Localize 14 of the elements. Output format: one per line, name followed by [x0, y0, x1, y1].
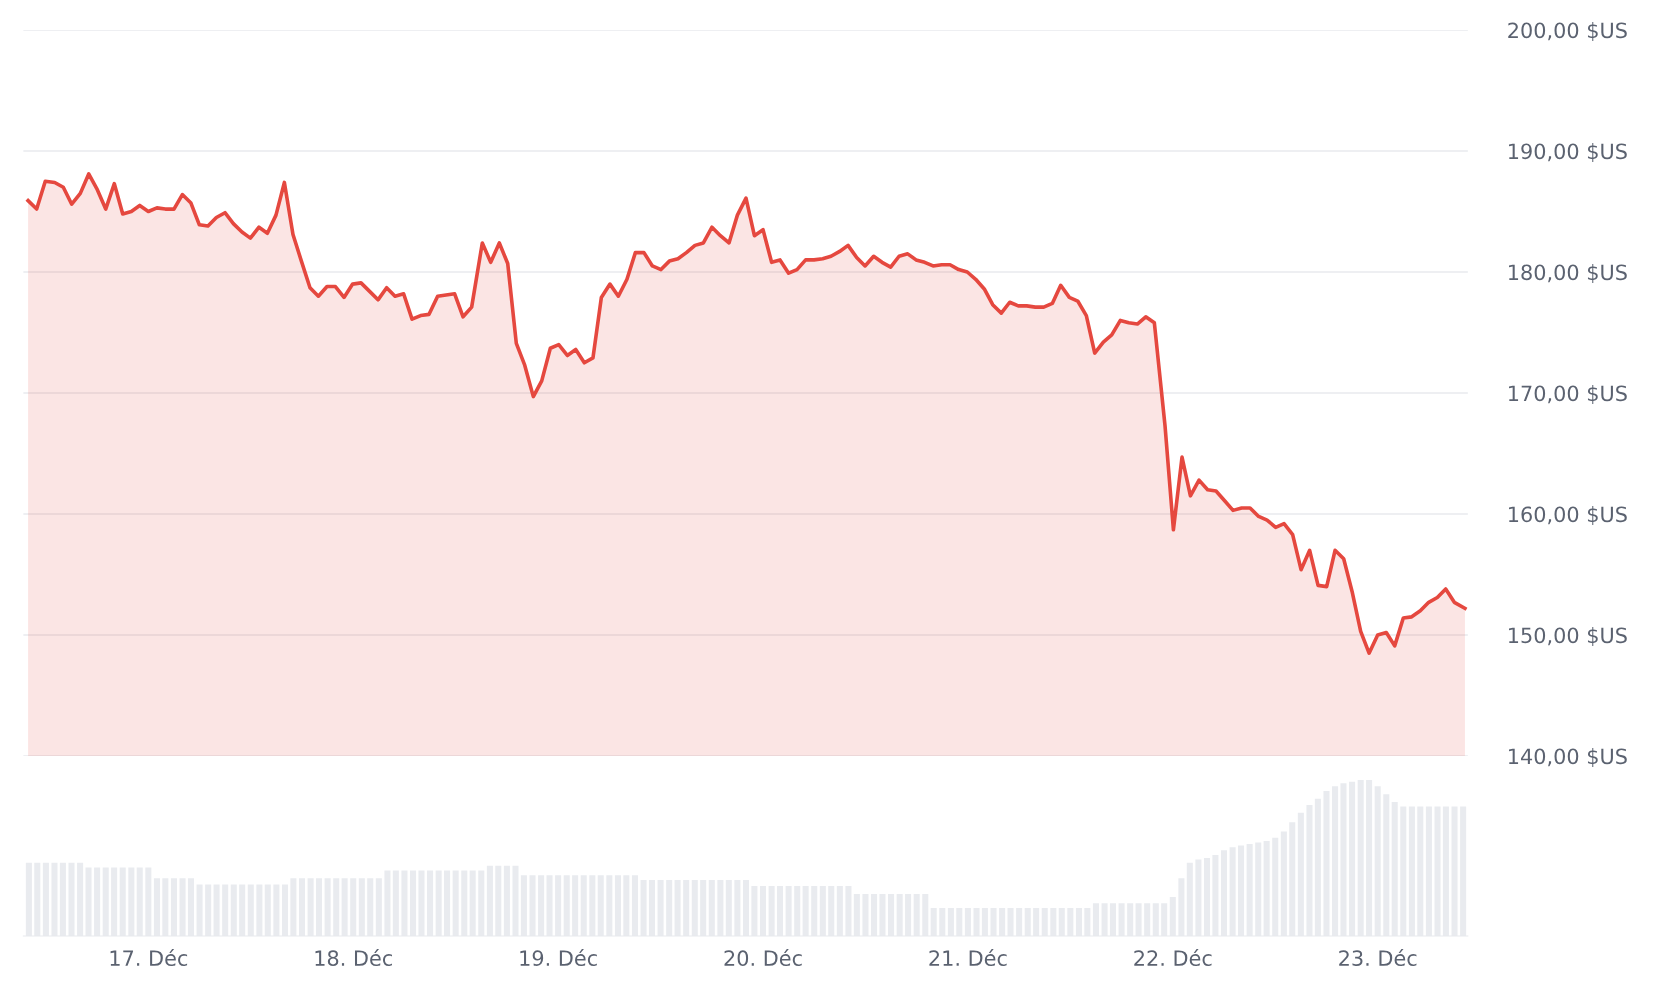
- x-tick-label: 20. Déc: [724, 949, 802, 967]
- x-tick-label: 17. Déc: [110, 949, 188, 967]
- x-tick-label: 18. Déc: [315, 949, 392, 967]
- y-tick-label: 160,00 $US: [1509, 506, 1627, 525]
- x-tick-label: 22. Déc: [1134, 949, 1212, 967]
- y-tick-label: 140,00 $US: [1509, 748, 1627, 767]
- x-tick-label: 19. Déc: [520, 949, 597, 967]
- y-tick-label: 200,00 $US: [1508, 22, 1627, 41]
- x-tick-label: 21. Déc: [929, 949, 1007, 967]
- y-tick-label: 170,00 $US: [1509, 385, 1627, 404]
- x-tick-label: 23. Déc: [1339, 949, 1417, 967]
- y-tick-label: 180,00 $US: [1509, 264, 1627, 283]
- y-tick-label: 190,00 $US: [1509, 143, 1627, 162]
- y-tick-label: 150,00 $US: [1509, 627, 1627, 646]
